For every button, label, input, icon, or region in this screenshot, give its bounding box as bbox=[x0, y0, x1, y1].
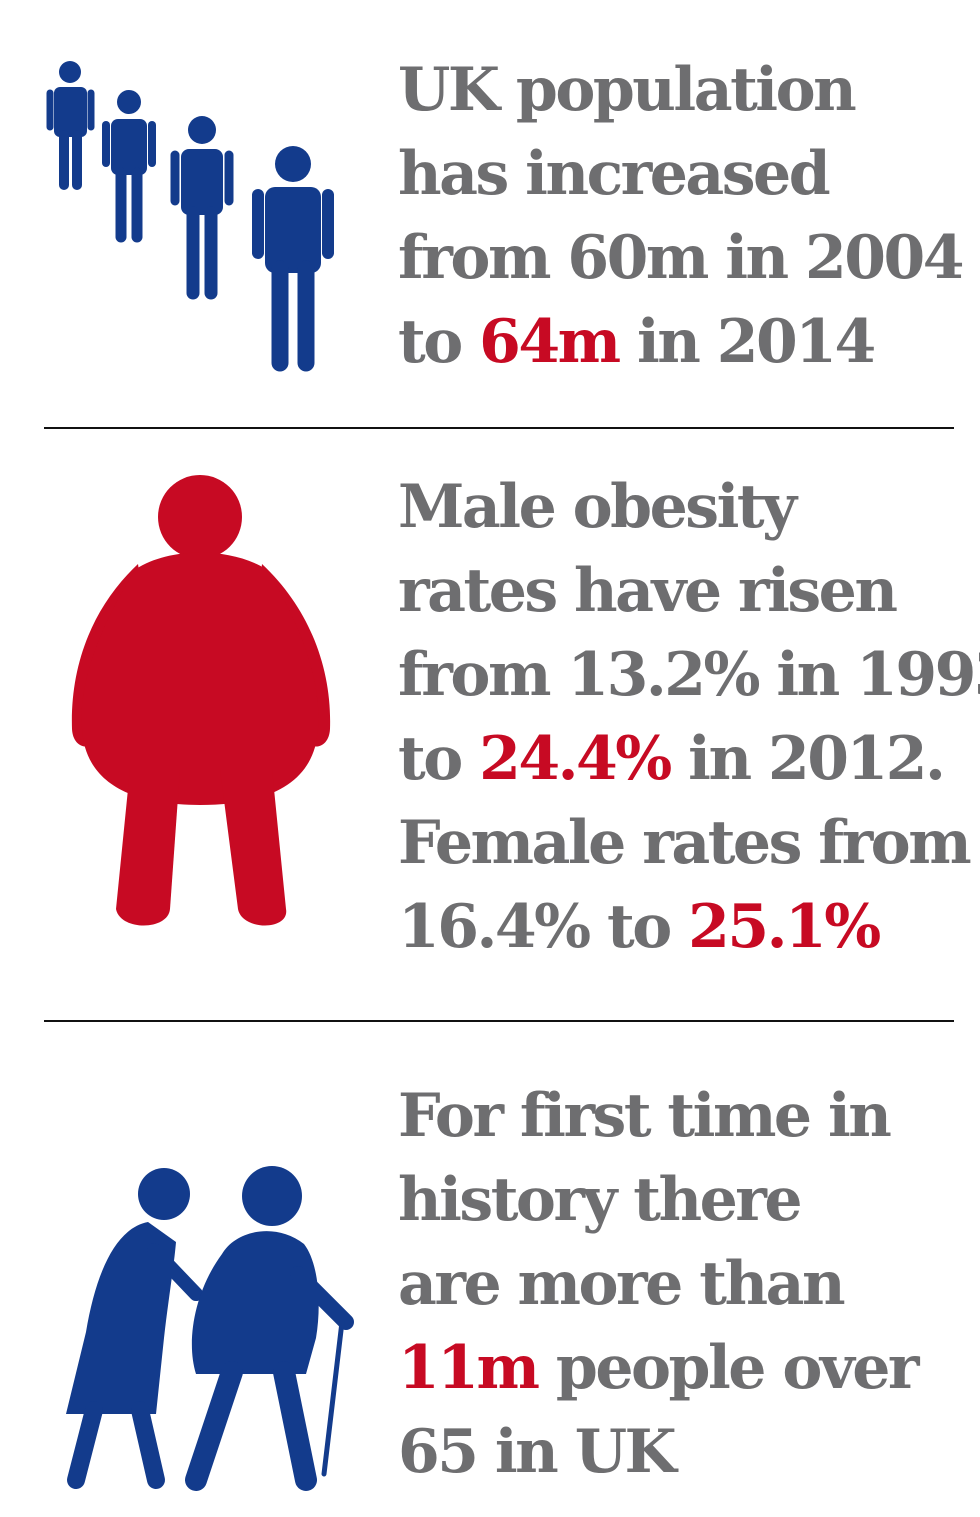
population-line-3: from 60m in 2004 bbox=[398, 223, 964, 293]
obesity-line-6-pre: 16.4% to bbox=[398, 892, 689, 962]
obesity-line-2: rates have risen bbox=[398, 556, 898, 626]
elderly-line-5: 65 in UK bbox=[398, 1417, 677, 1487]
elderly-section: For first time in history there are more… bbox=[0, 1022, 980, 1517]
population-section: UK population has increased from 60m in … bbox=[0, 0, 980, 428]
elderly-couple-icon bbox=[66, 1166, 354, 1491]
growing-people-icon bbox=[46, 61, 334, 372]
obesity-line-4-pre: to bbox=[398, 724, 480, 794]
obesity-line-6: 16.4% to 25.1% bbox=[398, 885, 980, 969]
obesity-stat-text: Male obesity rates have risen from 13.2%… bbox=[398, 465, 980, 969]
elderly-line-3: are more than bbox=[398, 1249, 846, 1319]
population-line-4: to 64m in 2014 bbox=[398, 300, 962, 384]
divider-top bbox=[44, 427, 954, 429]
population-stat-text: UK population has increased from 60m in … bbox=[398, 48, 964, 384]
divider-bottom bbox=[44, 1020, 954, 1022]
obesity-female-highlight-value: 25.1% bbox=[688, 892, 881, 962]
elderly-line-4: 11m people over bbox=[398, 1326, 920, 1410]
obese-person-icon bbox=[71, 475, 331, 926]
obesity-male-highlight-value: 24.4% bbox=[479, 724, 672, 794]
elderly-stat-text: For first time in history there are more… bbox=[398, 1074, 920, 1494]
obesity-line-4: to 24.4% in 2012. bbox=[398, 717, 980, 801]
elderly-highlight-value: 11m bbox=[398, 1333, 540, 1403]
elderly-line-1: For first time in bbox=[398, 1081, 892, 1151]
population-line-1: UK population bbox=[398, 55, 857, 125]
elderly-line-2: history there bbox=[398, 1165, 803, 1235]
obesity-line-5: Female rates from bbox=[398, 808, 972, 878]
population-line-2: has increased bbox=[398, 139, 831, 209]
elderly-line-4-post: people over bbox=[537, 1333, 920, 1403]
obesity-section: Male obesity rates have risen from 13.2%… bbox=[0, 429, 980, 1021]
population-line-4-pre: to bbox=[398, 307, 480, 377]
population-highlight-value: 64m bbox=[479, 307, 621, 377]
obesity-line-3: from 13.2% in 1993 bbox=[398, 640, 980, 710]
population-line-4-post: in 2014 bbox=[618, 307, 876, 377]
obesity-line-4-post: in 2012. bbox=[669, 724, 946, 794]
obesity-line-1: Male obesity bbox=[398, 472, 797, 542]
